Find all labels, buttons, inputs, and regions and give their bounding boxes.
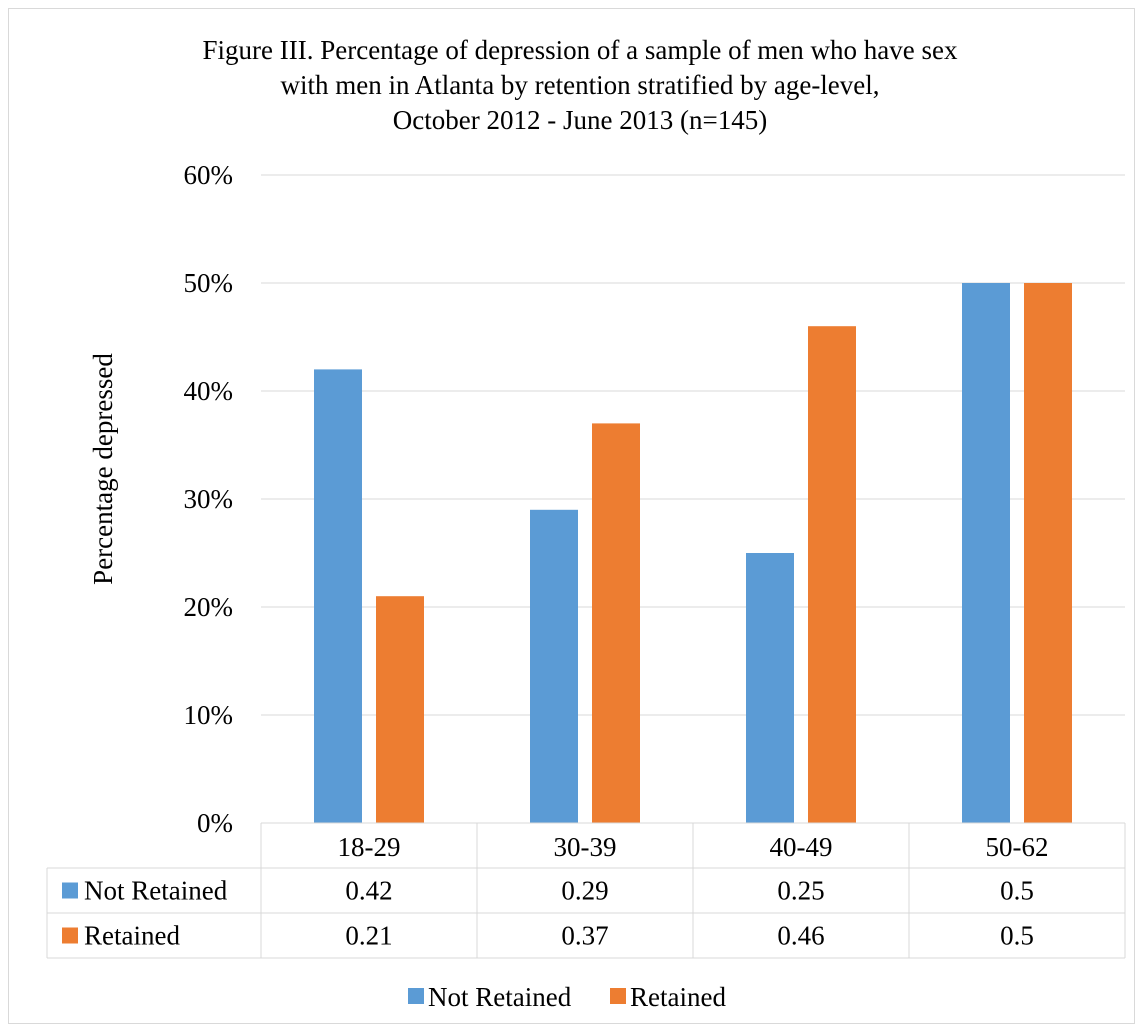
y-tick-label: 40% xyxy=(184,376,234,406)
table-cell-value: 0.5 xyxy=(1000,921,1034,951)
legend-label: Not Retained xyxy=(428,982,572,1012)
legend-swatch xyxy=(408,988,424,1004)
table-cell-value: 0.25 xyxy=(777,876,824,906)
chart-title-line-1: Figure III. Percentage of depression of … xyxy=(203,35,958,65)
table-cell-value: 0.29 xyxy=(561,876,608,906)
data-table: 18-29 30-39 40-49 50-62 Not Retained 0.42 0.29… xyxy=(46,822,1126,959)
legend: Not Retained Retained xyxy=(408,982,726,1012)
y-tick-label: 20% xyxy=(184,592,234,622)
x-category-label: 40-49 xyxy=(770,832,833,862)
bars xyxy=(314,283,1072,823)
x-category-label: 50-62 xyxy=(986,832,1049,862)
table-cell-value: 0.5 xyxy=(1000,876,1034,906)
table-legend-swatch xyxy=(62,882,78,899)
table-legend-swatch xyxy=(62,927,78,944)
table-cell-value: 0.42 xyxy=(345,876,392,906)
table-series-name: Not Retained xyxy=(84,876,228,906)
legend-label: Retained xyxy=(630,982,726,1012)
y-tick-label: 50% xyxy=(184,268,234,298)
y-tick-label: 60% xyxy=(184,160,234,190)
chart-title: Figure III. Percentage of depression of … xyxy=(203,35,958,135)
legend-swatch xyxy=(610,988,626,1004)
table-cell-value: 0.37 xyxy=(561,921,608,951)
bar-retained-50-62 xyxy=(1024,283,1072,823)
y-tick-label: 10% xyxy=(184,700,234,730)
y-tick-label: 0% xyxy=(197,808,233,838)
bar-retained-30-39 xyxy=(592,423,640,823)
x-category-label: 30-39 xyxy=(554,832,617,862)
bar-not-retained-30-39 xyxy=(530,509,578,823)
bar-not-retained-18-29 xyxy=(314,369,362,823)
y-axis-ticks: 0% 10% 20% 30% 40% 50% 60% xyxy=(184,160,234,838)
table-series-name: Retained xyxy=(84,921,180,951)
chart-title-line-2: with men in Atlanta by retention stratif… xyxy=(280,70,879,100)
table-cell-value: 0.21 xyxy=(345,921,392,951)
bar-retained-18-29 xyxy=(376,596,424,823)
bar-not-retained-50-62 xyxy=(962,283,1010,823)
y-axis-label: Percentage depressed xyxy=(88,353,118,585)
table-cell-value: 0.46 xyxy=(777,921,824,951)
bar-retained-40-49 xyxy=(808,326,856,823)
chart-title-line-3: October 2012 - June 2013 (n=145) xyxy=(393,105,767,135)
y-tick-label: 30% xyxy=(184,484,234,514)
x-category-label: 18-29 xyxy=(338,832,401,862)
bar-not-retained-40-49 xyxy=(746,553,794,823)
